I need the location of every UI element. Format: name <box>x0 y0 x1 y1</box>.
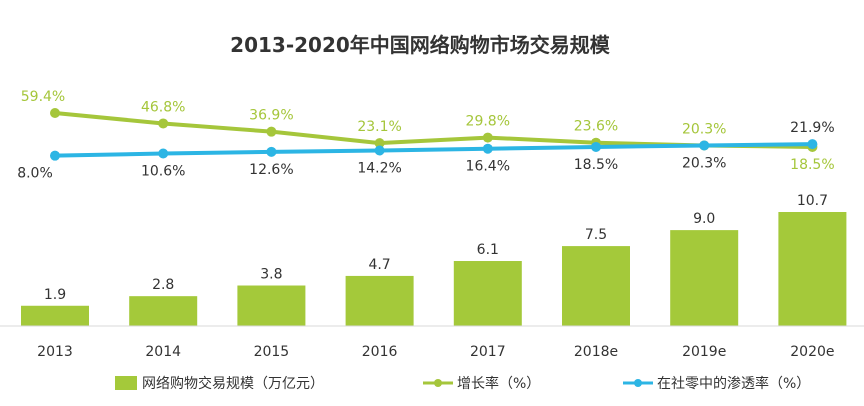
bar <box>21 305 89 326</box>
legend-label-penetration: 在社零中的渗透率（%） <box>657 375 810 392</box>
bar <box>778 212 847 326</box>
growth-rate-label: 29.8% <box>466 114 510 130</box>
bar-label: 6.1 <box>477 242 499 258</box>
penetration-rate-line <box>54 142 813 158</box>
x-tick-label: 2016 <box>362 344 398 360</box>
bar-label: 2.8 <box>152 277 174 293</box>
bars: 1.9 2.8 3.8 4.7 6.1 7.5 9.0 10.7 <box>21 193 847 326</box>
bar <box>562 246 630 326</box>
x-tick-label: 2015 <box>254 344 290 360</box>
bar-label: 3.8 <box>260 267 282 283</box>
lines: 59.4% 46.8% 36.9% 23.1% 29.8% 23.6% 20.3% 18.5%… <box>17 89 834 182</box>
bar-label: 1.9 <box>44 287 66 303</box>
growth-rate-point <box>482 132 493 143</box>
growth-rate-label: 20.3% <box>682 121 726 137</box>
bar <box>453 261 522 326</box>
bar-label: 10.7 <box>797 193 828 209</box>
legend-marker-growth <box>434 379 442 387</box>
growth-rate-label: 18.5% <box>790 157 834 173</box>
bar <box>237 285 306 326</box>
penetration-rate-point <box>807 139 818 150</box>
x-tick-label: 2014 <box>145 344 181 360</box>
x-tick-label: 2013 <box>37 344 73 360</box>
penetration-rate-point <box>158 148 169 159</box>
penetration-rate-point <box>374 145 385 156</box>
penetration-rate-point <box>482 143 493 154</box>
bar <box>345 275 414 326</box>
growth-rate-point <box>158 118 169 129</box>
penetration-rate-point <box>266 146 277 157</box>
penetration-rate-label: 10.6% <box>141 164 185 180</box>
penetration-rate-label: 12.6% <box>249 162 293 178</box>
penetration-rate-label: 20.3% <box>682 155 726 171</box>
growth-rate-label: 36.9% <box>249 108 293 124</box>
penetration-rate-label: 18.5% <box>574 157 618 173</box>
growth-rate-label: 46.8% <box>141 99 185 115</box>
x-tick-label: 2018e <box>574 344 618 360</box>
bar-label: 7.5 <box>585 227 607 243</box>
bar <box>670 230 739 326</box>
penetration-rate-label: 21.9% <box>790 120 834 136</box>
legend: 网络购物交易规模（万亿元） 增长率（%） 在社零中的渗透率（%） <box>115 375 810 392</box>
growth-rate-point <box>374 138 385 149</box>
x-tick-label: 2020e <box>790 344 834 360</box>
legend-label-growth: 增长率（%） <box>457 375 540 392</box>
penetration-rate-label: 14.2% <box>357 161 401 177</box>
growth-rate-point <box>266 126 277 137</box>
penetration-rate-point <box>699 140 710 151</box>
chart-title: 2013-2020年中国网络购物市场交易规模 <box>230 33 611 57</box>
legend-swatch-bar <box>115 376 137 390</box>
growth-rate-point <box>50 107 60 118</box>
bar-label: 4.7 <box>368 257 390 273</box>
x-tick-label: 2019e <box>682 344 726 360</box>
x-ticks: 2013 2014 2015 2016 2017 2018e 2019e 2020e <box>37 344 834 360</box>
growth-rate-label: 23.6% <box>574 119 618 135</box>
bar-label: 9.0 <box>693 211 715 227</box>
x-tick-label: 2017 <box>470 344 506 360</box>
legend-label-bar: 网络购物交易规模（万亿元） <box>142 375 324 392</box>
penetration-rate-point <box>50 150 60 161</box>
legend-marker-penetration <box>634 379 642 387</box>
growth-rate-label: 59.4% <box>21 89 65 105</box>
penetration-rate-label: 8.0% <box>17 166 53 182</box>
penetration-rate-label: 16.4% <box>466 159 510 175</box>
growth-rate-label: 23.1% <box>357 119 401 135</box>
penetration-rate-point <box>591 141 601 152</box>
bar <box>129 296 198 326</box>
